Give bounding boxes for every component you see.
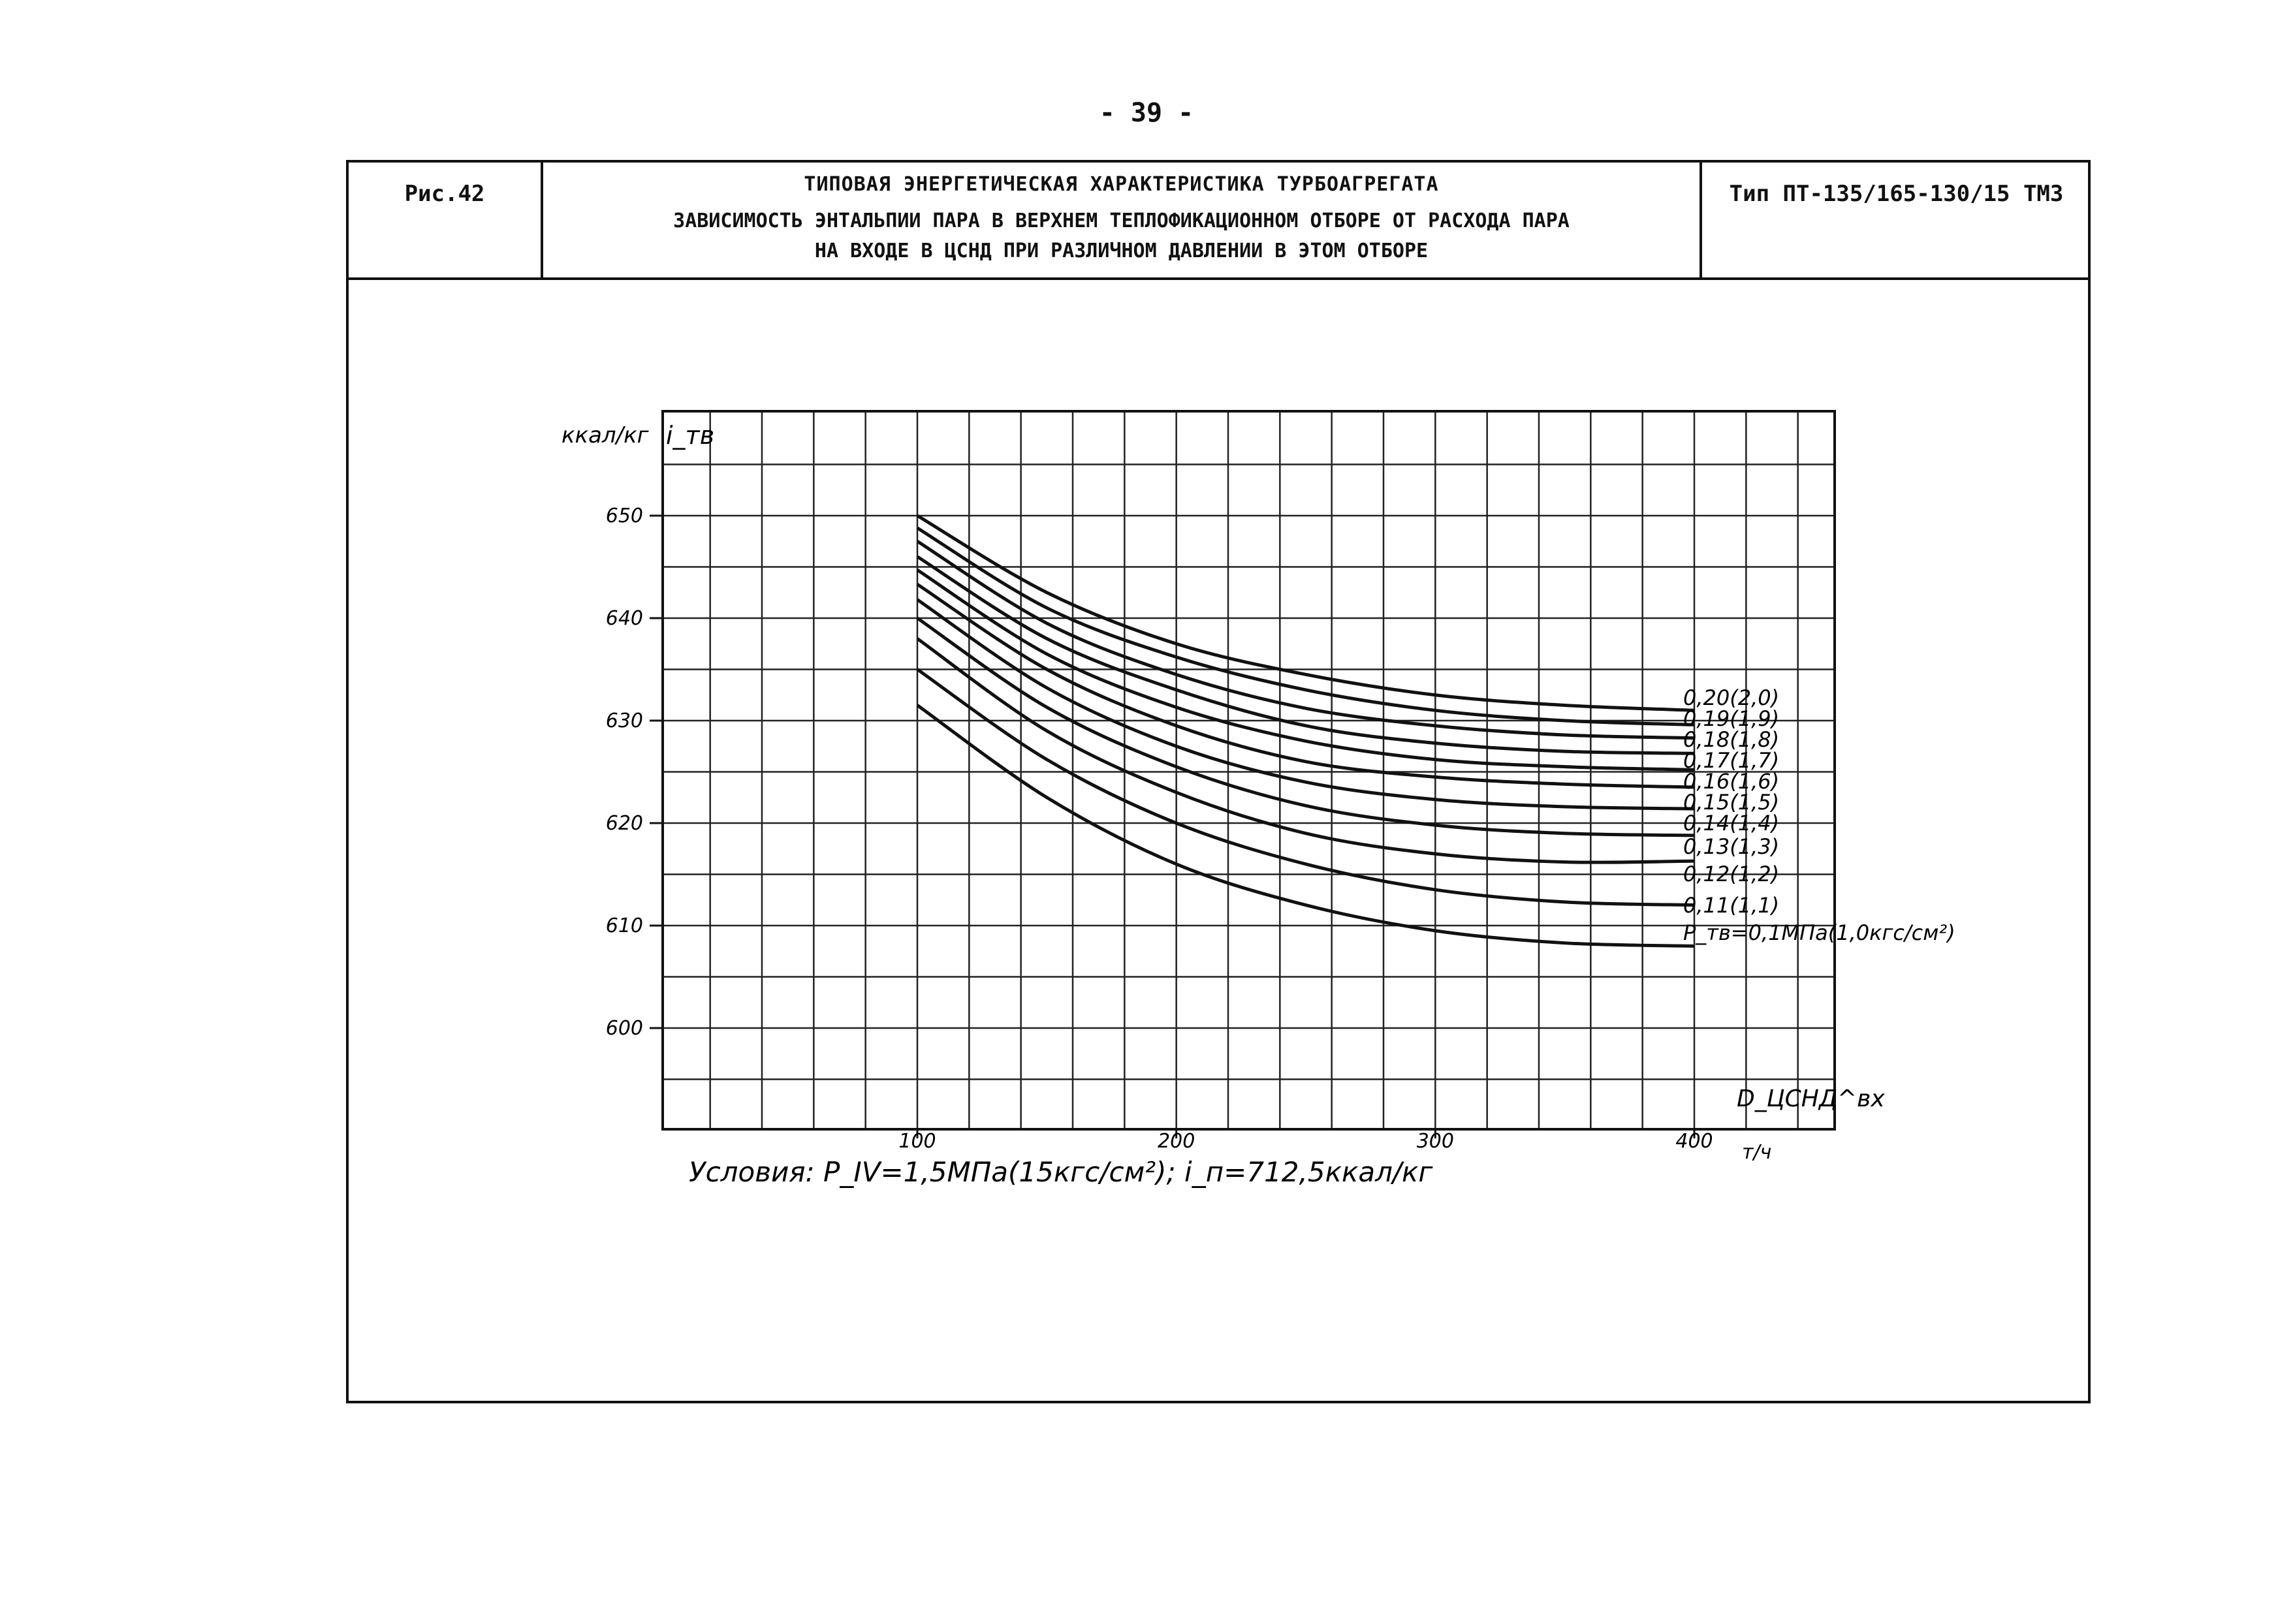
series-line: [916, 668, 1695, 907]
conditions-text: Условия: P_IV=1,5МПа(15кгс/см²); i_п=712…: [689, 1156, 1433, 1188]
series-line: [916, 526, 1695, 726]
series-line: [916, 555, 1695, 755]
series-label: 0,19(1,9): [1683, 706, 1779, 731]
series-line: [916, 598, 1695, 811]
type-cell: Тип ПТ-135/165-130/15 ТМЗ: [1702, 163, 2091, 277]
figure-cell: Рис.42: [349, 163, 543, 277]
series-line: [916, 569, 1695, 772]
series-line: [916, 514, 1695, 712]
series-label: 0,16(1,6): [1683, 769, 1779, 794]
series-label: P_тв=0,1МПа(1,0кгс/см²): [1683, 920, 1955, 945]
series-label: 0,12(1,2): [1683, 862, 1779, 886]
title-subtitle-line1: ЗАВИСИМОСТЬ ЭНТАЛЬПИИ ПАРА В ВЕРХНЕМ ТЕП…: [673, 210, 1570, 232]
figure-label: Рис.42: [404, 181, 485, 207]
title-main: ТИПОВАЯ ЭНЕРГЕТИЧЕСКАЯ ХАРАКТЕРИСТИКА ТУ…: [804, 173, 1439, 196]
y-tick-label: 640: [606, 607, 643, 630]
title-block: Рис.42 ТИПОВАЯ ЭНЕРГЕТИЧЕСКАЯ ХАРАКТЕРИС…: [349, 163, 2088, 280]
series-label: 0,15(1,5): [1683, 790, 1779, 815]
y-axis-unit-label: ккал/кг: [561, 422, 650, 448]
series-label: 0,18(1,8): [1683, 727, 1779, 752]
series-label: 0,20(2,0): [1683, 685, 1779, 710]
x-tick-label: 200: [1158, 1130, 1195, 1153]
x-tick-label: 300: [1417, 1130, 1454, 1153]
series-label: 0,13(1,3): [1683, 834, 1779, 859]
title-subtitle-line2: НА ВХОДЕ В ЦСНД ПРИ РАЗЛИЧНОМ ДАВЛЕНИИ В…: [814, 240, 1429, 262]
y-tick-label: 620: [606, 812, 643, 835]
x-tick-label: 400: [1675, 1130, 1713, 1153]
plot-frame: [661, 410, 1836, 1131]
turbine-type-label: Тип ПТ-135/165-130/15 ТМЗ: [1729, 181, 2064, 207]
x-tick-label: 100: [898, 1130, 936, 1153]
series-label: 0,11(1,1): [1683, 893, 1779, 918]
title-cell: ТИПОВАЯ ЭНЕРГЕТИЧЕСКАЯ ХАРАКТЕРИСТИКА ТУ…: [543, 163, 1702, 277]
series-line: [916, 637, 1695, 864]
series-label: 0,17(1,7): [1683, 748, 1779, 773]
x-axis-unit-label: т/ч: [1742, 1141, 1771, 1164]
series-label: 0,14(1,4): [1683, 811, 1779, 835]
series-line: [916, 540, 1695, 740]
series-line: [916, 704, 1695, 948]
y-tick-label: 630: [606, 710, 643, 732]
y-tick-label: 600: [606, 1017, 643, 1040]
series-line: [916, 616, 1695, 837]
y-tick-label: 610: [606, 914, 643, 937]
y-tick-label: 650: [606, 505, 643, 527]
y-axis-symbol-label: i_тв: [666, 421, 714, 450]
page-number: - 39 -: [1099, 98, 1194, 128]
chart-axes: [650, 410, 1836, 1138]
series-line: [916, 583, 1695, 789]
x-axis-symbol-label: D_ЦСНД^вх: [1737, 1085, 1885, 1112]
chart-series: [916, 514, 1695, 948]
drawing-frame: Рис.42 ТИПОВАЯ ЭНЕРГЕТИЧЕСКАЯ ХАРАКТЕРИС…: [346, 160, 2091, 1403]
